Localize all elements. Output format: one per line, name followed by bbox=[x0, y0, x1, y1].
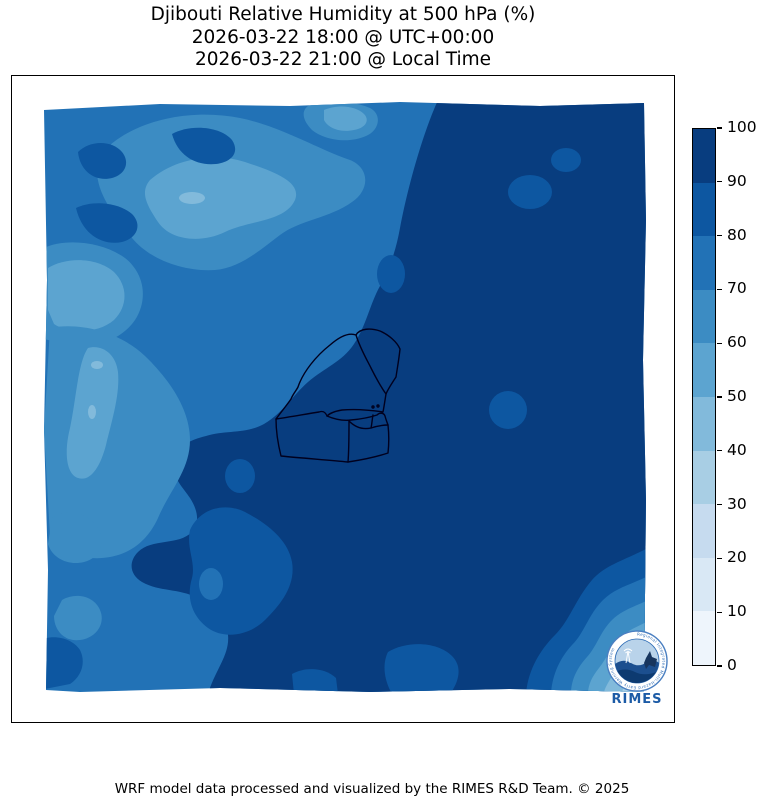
colorbar-ticklabel: 100 bbox=[727, 118, 757, 137]
colorbar-segment bbox=[693, 129, 715, 183]
rimes-logo: Regional Integrated Multi-Hazard Early W… bbox=[598, 630, 676, 712]
rh-band-80-90-patches bbox=[44, 127, 581, 692]
colorbar-segment bbox=[693, 343, 715, 397]
colorbar: 0 10 20 30 40 50 60 70 80 90 100 bbox=[692, 118, 757, 674]
rh-band-50-60 bbox=[324, 106, 367, 131]
rh-band-60-70 bbox=[48, 512, 102, 564]
colorbar-tickmark bbox=[717, 504, 722, 506]
rimes-logo-emblem: Regional Integrated Multi-Hazard Early W… bbox=[606, 630, 668, 692]
colorbar-tickmark bbox=[717, 396, 722, 398]
logo-goat-silhouette bbox=[644, 651, 657, 669]
colorbar-segment bbox=[693, 182, 715, 237]
logo-radio-tower bbox=[623, 648, 633, 664]
title-line-utc-time: 2026-03-22 18:00 @ UTC+00:00 bbox=[191, 26, 495, 48]
colorbar-ticklabel: 0 bbox=[727, 656, 737, 675]
rh-band-60-70 bbox=[54, 595, 102, 641]
colorbar-ticklabel: 80 bbox=[727, 225, 747, 244]
rh-band-40-50 bbox=[91, 361, 103, 369]
colorbar-swatches bbox=[692, 128, 716, 666]
colorbar-segment bbox=[693, 396, 715, 451]
colorbar-tickmark bbox=[717, 235, 722, 237]
colorbar-tickmark bbox=[717, 342, 722, 344]
country-border-djibouti bbox=[275, 328, 401, 463]
colorbar-segment bbox=[693, 611, 715, 665]
colorbar-ticklabel: 20 bbox=[727, 548, 747, 567]
rh-band-50-60 bbox=[48, 260, 125, 332]
colorbar-ticklabel: 50 bbox=[727, 387, 747, 406]
colorbar-ticklabel: 40 bbox=[727, 440, 747, 459]
rh-band-40-50 bbox=[88, 405, 96, 419]
figure-title: Djibouti Relative Humidity at 500 hPa (%… bbox=[11, 4, 675, 72]
colorbar-tickmark bbox=[717, 611, 722, 613]
title-line-local-time: 2026-03-22 21:00 @ Local Time bbox=[194, 49, 492, 70]
colorbar-ticklabel: 30 bbox=[727, 494, 747, 513]
rh-band-70-80-core bbox=[199, 568, 223, 600]
colorbar-tickmark bbox=[717, 665, 722, 667]
colorbar-ticklabel: 60 bbox=[727, 333, 747, 352]
humidity-contour-map bbox=[44, 102, 646, 692]
colorbar-segment bbox=[693, 557, 715, 612]
colorbar-ticklabel: 70 bbox=[727, 279, 747, 298]
colorbar-segment bbox=[693, 450, 715, 505]
colorbar-tickmark bbox=[717, 288, 722, 291]
colorbar-tickmark bbox=[717, 181, 722, 183]
colorbar-segment bbox=[693, 236, 715, 290]
colorbar-ticklabel: 10 bbox=[727, 602, 747, 621]
rh-band-50-60 bbox=[144, 157, 297, 239]
footer-credit: WRF model data processed and visualized … bbox=[114, 781, 630, 797]
colorbar-segment bbox=[693, 289, 715, 344]
logo-wave-dark bbox=[615, 669, 659, 683]
colorbar-ticklabel: 90 bbox=[727, 171, 747, 190]
colorbar-tickmark bbox=[717, 127, 722, 129]
rh-band-40-50 bbox=[179, 192, 205, 204]
title-line-variable: Djibouti Relative Humidity at 500 hPa (%… bbox=[150, 4, 536, 25]
colorbar-tickmark bbox=[717, 557, 722, 560]
colorbar-segment bbox=[693, 504, 715, 558]
colorbar-tickmark bbox=[717, 450, 722, 452]
rimes-logo-wordmark: RIMES bbox=[611, 692, 663, 707]
